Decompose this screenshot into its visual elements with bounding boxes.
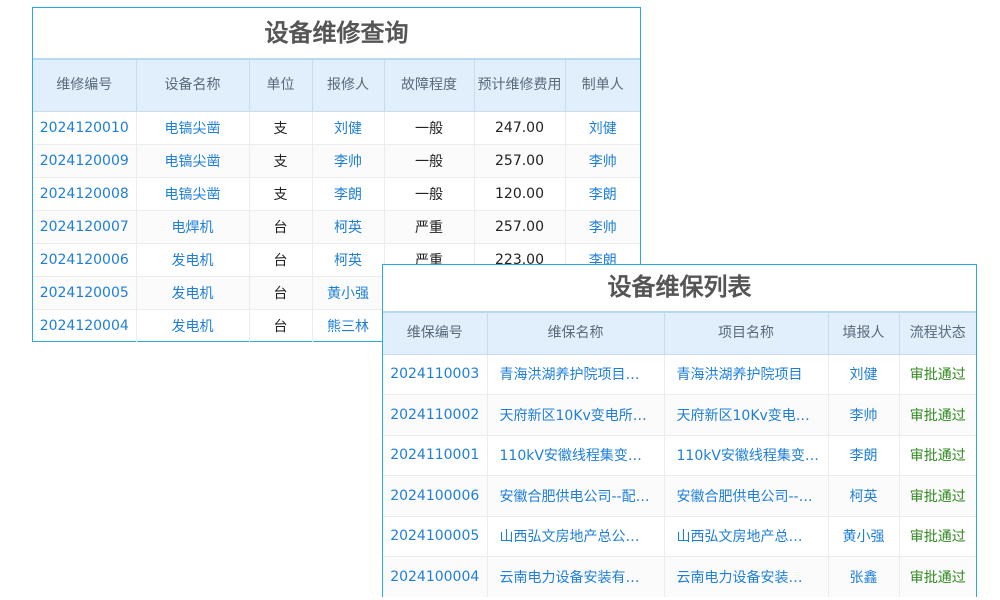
table-cell[interactable]: 电镐尖凿: [136, 144, 250, 178]
table-cell[interactable]: 李帅: [565, 144, 640, 178]
table-cell[interactable]: 安徽合肥供电公司--配…: [487, 475, 665, 517]
table-cell: 120.00: [474, 177, 566, 211]
column-header: 项目名称: [664, 313, 829, 355]
column-header: 维修编号: [33, 60, 137, 112]
table-row: 2024120009 电镐尖凿支李帅 一般 257.00 李帅: [33, 144, 640, 178]
table-cell[interactable]: 云南电力设备安装有…: [487, 556, 665, 597]
panel-title: 设备维保列表: [383, 265, 976, 313]
table-cell: 支: [249, 111, 313, 145]
table-cell[interactable]: 李朗: [565, 177, 640, 211]
column-header: 维保名称: [487, 313, 665, 355]
table-cell: 一般: [384, 144, 475, 178]
table-cell[interactable]: 云南电力设备安装…: [664, 556, 829, 597]
column-header: 预计维修费用: [474, 60, 566, 112]
column-header: 单位: [249, 60, 313, 112]
table-cell[interactable]: 李朗: [312, 177, 385, 211]
column-header: 故障程度: [384, 60, 475, 112]
table-cell: 审批通过: [899, 435, 976, 476]
maintenance-list-panel: 设备维保列表 维保编号 维保名称 项目名称 填报人 流程状态 2024110003 青海洪…: [382, 264, 977, 597]
table-cell[interactable]: 2024120005: [33, 276, 137, 310]
table-row: 2024100005 山西弘文房地产总公… 山西弘文房地产总… 黄小强 审批通过: [383, 516, 976, 557]
table-cell: 257.00: [474, 210, 566, 244]
table-cell[interactable]: 2024110001: [383, 435, 488, 476]
table-cell[interactable]: 李朗: [828, 435, 900, 476]
table-cell: 台: [249, 276, 313, 310]
table-cell[interactable]: 电焊机: [136, 210, 250, 244]
table-cell: 247.00: [474, 111, 566, 145]
table-cell: 台: [249, 243, 313, 277]
column-header: 设备名称: [136, 60, 250, 112]
table-cell[interactable]: 2024110003: [383, 354, 488, 395]
table-cell[interactable]: 发电机: [136, 276, 250, 310]
table-cell: 台: [249, 309, 313, 342]
maintenance-table: 维保编号 维保名称 项目名称 填报人 流程状态 2024110003 青海洪湖养护院项目……: [383, 313, 976, 597]
table-cell[interactable]: 2024100004: [383, 556, 488, 597]
table-cell[interactable]: 张鑫: [828, 556, 900, 597]
table-cell[interactable]: 发电机: [136, 243, 250, 277]
table-cell[interactable]: 110kV安徽线程集变…: [664, 435, 829, 476]
table-cell[interactable]: 李帅: [828, 394, 900, 436]
column-header: 维保编号: [383, 313, 488, 355]
table-cell[interactable]: 熊三林: [312, 309, 385, 342]
table-cell[interactable]: 2024120004: [33, 309, 137, 342]
column-header: 流程状态: [899, 313, 976, 355]
table-cell[interactable]: 2024110002: [383, 394, 488, 436]
repair-query-panel: 设备维修查询 维修编号 设备名称 单位 报修人 故障程度 预计维修费用 制单人 202412…: [32, 7, 641, 342]
table-cell[interactable]: 柯英: [312, 243, 385, 277]
table-cell: 审批通过: [899, 354, 976, 395]
table-cell[interactable]: 青海洪湖养护院项目…: [487, 354, 665, 395]
table-cell[interactable]: 刘健: [565, 111, 640, 145]
table-cell[interactable]: 2024100005: [383, 516, 488, 557]
table-cell[interactable]: 2024100006: [383, 475, 488, 517]
table-cell[interactable]: 2024120010: [33, 111, 137, 145]
table-cell[interactable]: 山西弘文房地产总公…: [487, 516, 665, 557]
table-cell[interactable]: 刘健: [312, 111, 385, 145]
table-cell: 台: [249, 210, 313, 244]
table-cell: 审批通过: [899, 475, 976, 517]
table-cell[interactable]: 李帅: [565, 210, 640, 244]
table-cell[interactable]: 2024120009: [33, 144, 137, 178]
table-cell[interactable]: 2024120006: [33, 243, 137, 277]
table-row: 2024110003 青海洪湖养护院项目… 青海洪湖养护院项目 刘健 审批通过: [383, 354, 976, 395]
table-row: 2024120008 电镐尖凿支李朗 一般 120.00 李朗: [33, 177, 640, 211]
table-cell[interactable]: 天府新区10Kv变电…: [664, 394, 829, 436]
table-cell[interactable]: 110kV安徽线程集变…: [487, 435, 665, 476]
table-cell[interactable]: 青海洪湖养护院项目: [664, 354, 829, 395]
table-cell[interactable]: 安徽合肥供电公司--…: [664, 475, 829, 517]
table-row: 2024120010 电镐尖凿支刘健 一般 247.00 刘健: [33, 111, 640, 145]
repair-table: 维修编号 设备名称 单位 报修人 故障程度 预计维修费用 制单人 2024120010 电镐尖…: [33, 60, 640, 342]
table-cell: 审批通过: [899, 394, 976, 436]
table-cell[interactable]: 发电机: [136, 309, 250, 342]
table-cell: 审批通过: [899, 556, 976, 597]
table-cell[interactable]: 柯英: [828, 475, 900, 517]
table-cell[interactable]: 黄小强: [312, 276, 385, 310]
table-cell[interactable]: 黄小强: [828, 516, 900, 557]
column-header: 制单人: [565, 60, 640, 112]
table-cell[interactable]: 柯英: [312, 210, 385, 244]
table-cell: 审批通过: [899, 516, 976, 557]
panel-title: 设备维修查询: [33, 8, 640, 60]
table-cell: 257.00: [474, 144, 566, 178]
table-cell[interactable]: 2024120008: [33, 177, 137, 211]
table-cell[interactable]: 天府新区10Kv变电所…: [487, 394, 665, 436]
table-cell: 严重: [384, 210, 475, 244]
table-cell: 一般: [384, 177, 475, 211]
column-header: 填报人: [828, 313, 900, 355]
table-cell[interactable]: 李帅: [312, 144, 385, 178]
table-cell[interactable]: 电镐尖凿: [136, 177, 250, 211]
table-row: 2024110002 天府新区10Kv变电所… 天府新区10Kv变电… 李帅 审批通过: [383, 394, 976, 436]
table-cell: 支: [249, 177, 313, 211]
table-row: 2024100004 云南电力设备安装有… 云南电力设备安装… 张鑫 审批通过: [383, 556, 976, 597]
table-cell: 支: [249, 144, 313, 178]
table-cell[interactable]: 山西弘文房地产总…: [664, 516, 829, 557]
table-cell[interactable]: 刘健: [828, 354, 900, 395]
column-header: 报修人: [312, 60, 385, 112]
table-cell[interactable]: 电镐尖凿: [136, 111, 250, 145]
table-row: 2024100006 安徽合肥供电公司--配… 安徽合肥供电公司--… 柯英 审批通过: [383, 475, 976, 517]
table-row: 2024110001 110kV安徽线程集变… 110kV安徽线程集变… 李朗 审批通过: [383, 435, 976, 476]
table-cell: 一般: [384, 111, 475, 145]
table-row: 2024120007 电焊机台柯英 严重 257.00 李帅: [33, 210, 640, 244]
table-cell[interactable]: 2024120007: [33, 210, 137, 244]
